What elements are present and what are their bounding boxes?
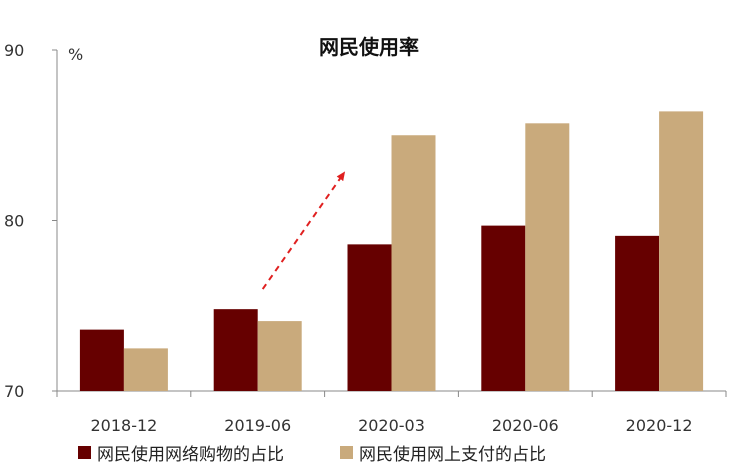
y-tick-label: 90 bbox=[4, 41, 24, 60]
bar-online-payment bbox=[123, 348, 168, 391]
legend-item-online-shopping: 网民使用网络购物的占比 bbox=[78, 440, 284, 465]
x-tick-label: 2018-12 bbox=[90, 416, 157, 435]
chart-title: 网民使用率 bbox=[319, 35, 419, 59]
y-unit-label: % bbox=[68, 45, 83, 64]
legend-item-online-payment: 网民使用网上支付的占比 bbox=[340, 440, 546, 465]
legend: 网民使用网络购物的占比 网民使用网上支付的占比 bbox=[78, 440, 602, 465]
x-tick-label: 2020-12 bbox=[626, 416, 693, 435]
legend-label-online-shopping: 网民使用网络购物的占比 bbox=[97, 445, 284, 465]
chart: 网民使用率 % 70 80 90 2018-12 2019-06 2020-03 2020… bbox=[4, 35, 727, 435]
bar-online-payment bbox=[659, 111, 704, 391]
bar-online-shopping bbox=[79, 329, 124, 391]
x-tick-label: 2020-06 bbox=[492, 416, 559, 435]
trend-arrow bbox=[261, 171, 346, 290]
y-axis: 70 80 90 bbox=[4, 41, 58, 401]
bar-online-shopping bbox=[615, 235, 660, 391]
bars bbox=[79, 111, 704, 391]
x-tick-label: 2019-06 bbox=[224, 416, 291, 435]
y-tick-label: 80 bbox=[4, 212, 24, 231]
legend-label-online-payment: 网民使用网上支付的占比 bbox=[359, 445, 546, 465]
bar-online-shopping bbox=[481, 225, 526, 391]
bar-online-payment bbox=[525, 123, 570, 391]
legend-swatch-online-shopping bbox=[78, 446, 91, 459]
bar-online-payment bbox=[257, 321, 302, 391]
bar-online-shopping bbox=[347, 244, 392, 391]
y-tick-label: 70 bbox=[4, 382, 24, 401]
x-axis: 2018-12 2019-06 2020-03 2020-06 2020-12 bbox=[56, 390, 727, 435]
bar-online-payment bbox=[391, 135, 436, 391]
bar-online-shopping bbox=[213, 309, 258, 391]
legend-swatch-online-payment bbox=[340, 446, 353, 459]
x-tick-label: 2020-03 bbox=[358, 416, 425, 435]
